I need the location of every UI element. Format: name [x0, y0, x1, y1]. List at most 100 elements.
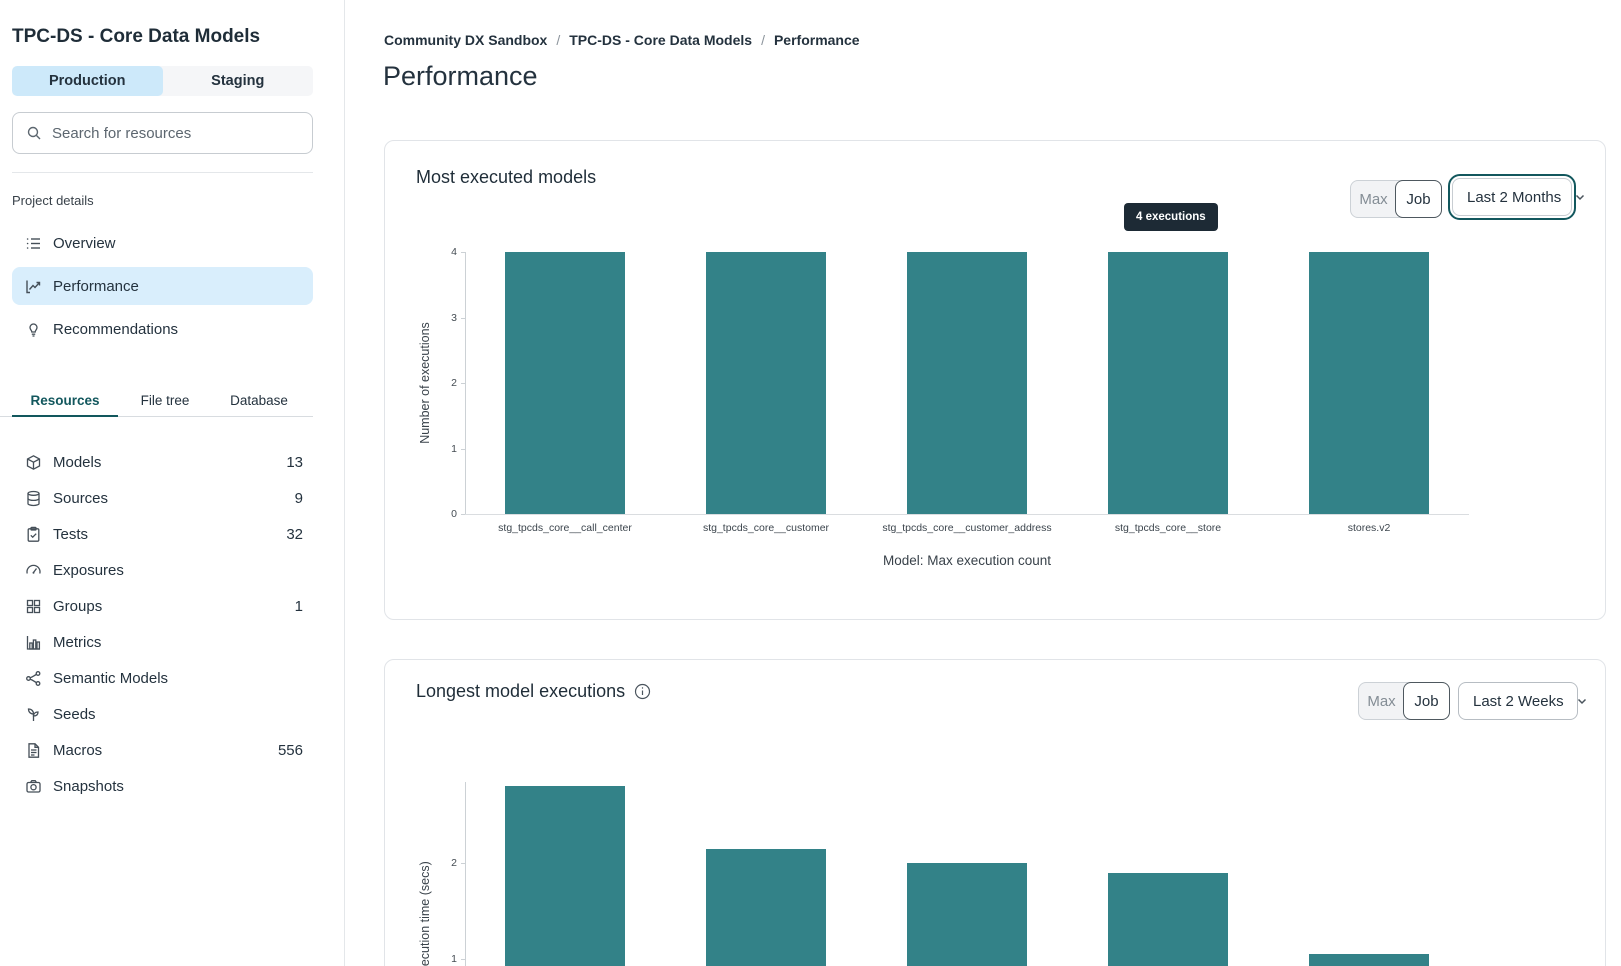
info-icon[interactable]: [634, 683, 651, 700]
y-tick-mark: [461, 959, 465, 960]
clipboard-check-icon: [25, 526, 42, 543]
cube-icon: [25, 454, 42, 471]
sidebar-item-recommendations[interactable]: Recommendations: [12, 310, 313, 348]
bar[interactable]: [1309, 954, 1429, 966]
resource-label: Groups: [53, 597, 103, 615]
resource-row-semantic-models[interactable]: Semantic Models: [12, 660, 313, 696]
toggle-job-button[interactable]: Job: [1395, 180, 1442, 218]
bar-chart-icon: [25, 634, 42, 651]
y-tick-label: 2: [451, 857, 457, 869]
y-tick-mark: [461, 252, 465, 253]
chart-title: Most executed models: [416, 167, 597, 187]
resource-row-models[interactable]: Models 13: [12, 444, 313, 480]
search-input[interactable]: [52, 124, 300, 142]
sidebar-divider: [12, 172, 313, 173]
resource-tabs: Resources File tree Database: [0, 384, 313, 417]
resource-label: Exposures: [53, 561, 124, 579]
tab-resources[interactable]: Resources: [30, 392, 100, 408]
bar[interactable]: [907, 252, 1027, 514]
date-range-select[interactable]: Last 2 Weeks: [1458, 682, 1587, 720]
resource-count: 556: [277, 741, 303, 759]
tab-file-tree[interactable]: File tree: [140, 392, 190, 408]
toggle-max-button[interactable]: Max: [1367, 692, 1396, 710]
date-range-select-ring: Last 2 Months: [1448, 174, 1584, 220]
camera-icon: [25, 778, 42, 795]
resource-tab-active-underline: [12, 415, 118, 417]
resource-row-metrics[interactable]: Metrics: [12, 624, 313, 660]
chart-tooltip: 4 executions: [1124, 203, 1218, 231]
resource-label: Macros: [53, 741, 103, 759]
breadcrumb-item[interactable]: TPC-DS - Core Data Models: [569, 32, 753, 48]
bar[interactable]: [706, 848, 826, 966]
card-longest-model-executions: Longest model executions Max Job Last 2 …: [384, 659, 1606, 966]
resource-count: 13: [286, 453, 303, 471]
x-tick-label: stg_tpcds_core__store: [1114, 522, 1222, 534]
y-tick-mark: [461, 317, 465, 319]
resource-row-macros[interactable]: Macros 556: [12, 732, 313, 768]
breadcrumb-item[interactable]: Community DX Sandbox: [384, 32, 548, 48]
bar[interactable]: [1108, 252, 1228, 514]
chevron-down-icon: [1571, 189, 1588, 206]
resource-tabs-divider: [0, 416, 313, 417]
breadcrumb-separator: /: [761, 32, 765, 48]
sidebar-item-performance[interactable]: Performance: [12, 267, 313, 305]
project-details-label: Project details: [12, 193, 94, 208]
toggle-max-button[interactable]: Max: [1359, 190, 1388, 208]
database-icon: [25, 490, 42, 507]
sidebar-item-overview[interactable]: Overview: [12, 224, 313, 262]
lightbulb-icon: [25, 321, 42, 338]
breadcrumb-separator: /: [556, 32, 561, 48]
grid-icon: [25, 598, 42, 615]
environment-toggle: Production Staging: [12, 66, 313, 96]
bar[interactable]: [706, 252, 826, 514]
resource-row-tests[interactable]: Tests 32: [12, 516, 313, 552]
tab-staging[interactable]: Staging: [211, 73, 265, 89]
toggle-job-button[interactable]: Job: [1403, 682, 1450, 720]
resource-row-exposures[interactable]: Exposures: [12, 552, 313, 588]
tab-production[interactable]: Production: [12, 66, 163, 96]
resource-row-groups[interactable]: Groups 1: [12, 588, 313, 624]
gauge-icon: [25, 562, 42, 579]
bar[interactable]: [1309, 252, 1429, 514]
sidebar-item-label: Recommendations: [53, 320, 179, 338]
bar[interactable]: [1108, 872, 1228, 966]
resource-label: Metrics: [53, 633, 102, 651]
x-axis-line: [465, 514, 1469, 515]
bar[interactable]: [907, 863, 1027, 966]
chart-title: Longest model executions: [416, 681, 651, 702]
bar[interactable]: [505, 786, 625, 966]
y-tick-label: 2: [451, 377, 457, 389]
y-axis-line: [465, 782, 466, 966]
chevron-down-icon: [1574, 693, 1591, 710]
project-nav: Overview Performance Recommendations: [12, 224, 313, 353]
resource-label: Seeds: [53, 705, 96, 723]
x-axis-title: Model: Max execution count: [882, 553, 1052, 568]
resource-label: Models: [53, 453, 102, 471]
resource-count: 32: [286, 525, 303, 543]
search-box[interactable]: [12, 112, 313, 154]
card-most-executed-models: Most executed models Max Job Last 2 Mont…: [384, 140, 1606, 620]
tab-database[interactable]: Database: [230, 392, 288, 408]
resource-row-sources[interactable]: Sources 9: [12, 480, 313, 516]
resource-row-snapshots[interactable]: Snapshots: [12, 768, 313, 804]
resource-label: Snapshots: [53, 777, 124, 795]
sidebar-item-label: Overview: [53, 234, 116, 252]
date-range-select[interactable]: Last 2 Months: [1452, 178, 1584, 216]
y-tick-label: 4: [451, 246, 457, 258]
page-title: Performance: [383, 61, 538, 91]
resource-label: Semantic Models: [53, 669, 169, 687]
y-tick-label: 0: [451, 508, 457, 520]
y-tick-label: 3: [451, 311, 457, 324]
resource-label: Tests: [53, 525, 89, 543]
seed-icon: [25, 706, 42, 723]
x-tick-label: stores.v2: [1347, 522, 1391, 534]
y-tick-label: 1: [451, 442, 457, 455]
y-tick-label: 1: [451, 953, 457, 965]
bar[interactable]: [505, 252, 625, 514]
max-job-toggle: Max Job: [1358, 682, 1450, 720]
resource-list: Models 13 Sources 9 Tests 32 Exposures Groups 1 M…: [12, 444, 313, 804]
line-chart-icon: [25, 278, 42, 295]
y-axis-title: Execution time (secs): [418, 860, 432, 966]
resource-row-seeds[interactable]: Seeds: [12, 696, 313, 732]
